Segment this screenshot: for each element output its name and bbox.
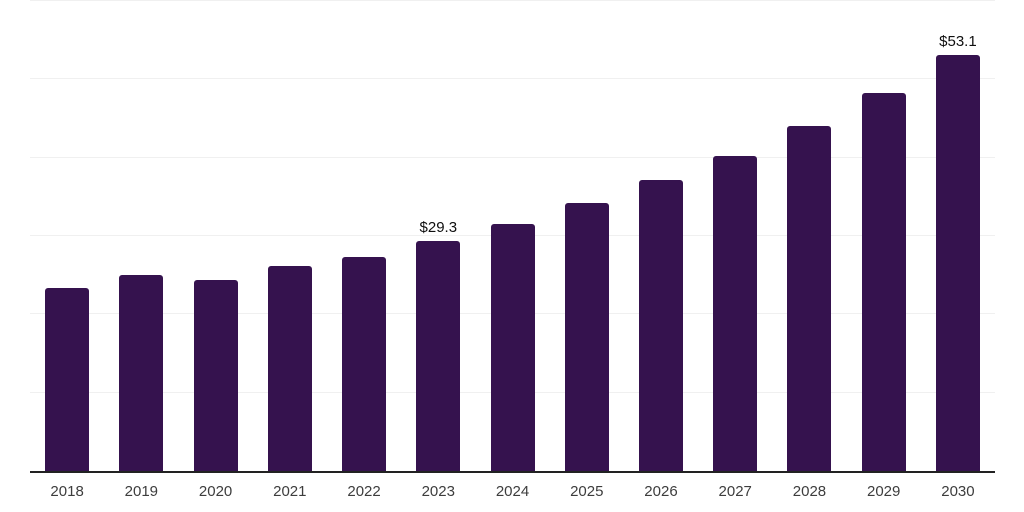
x-tick-label-2030: 2030 xyxy=(941,483,975,500)
x-tick-label-2022: 2022 xyxy=(347,483,381,500)
bar-group-2028 xyxy=(772,1,846,471)
x-axis-labels: 2018 2019 2020 2021 2022 2023 2024 2025 2026 2027… xyxy=(30,483,995,500)
x-tick-label-2019: 2019 xyxy=(124,483,159,500)
bar-2029 xyxy=(861,92,906,471)
bar-group-2027 xyxy=(698,1,772,471)
bar-group-2023: $29.3 xyxy=(401,1,475,471)
x-tick-label-2024: 2024 xyxy=(495,483,530,500)
bar-group-2025 xyxy=(550,1,624,471)
bar-2030: $53.1 xyxy=(935,33,980,471)
bar-group-2019 xyxy=(104,1,178,471)
x-tick-label-2018: 2018 xyxy=(50,483,84,500)
bar-group-2029 xyxy=(847,1,921,471)
bar-2019 xyxy=(119,275,164,471)
bar-2027 xyxy=(713,156,758,471)
bar-group-2020 xyxy=(178,1,252,471)
x-tick-label-2025: 2025 xyxy=(570,483,604,500)
bar-2021 xyxy=(267,265,312,471)
bar-2025 xyxy=(564,203,609,471)
value-label-2023: $29.3 xyxy=(419,219,458,237)
gridline-60 xyxy=(30,0,995,1)
bar-2023: $29.3 xyxy=(416,219,461,471)
gridline-50 xyxy=(30,78,995,80)
bar-2018 xyxy=(45,287,90,471)
bar-group-2022 xyxy=(327,1,401,471)
bar-2022 xyxy=(342,257,387,471)
x-tick-label-2023: 2023 xyxy=(421,483,455,500)
bars-row: $29.3 $53.1 xyxy=(30,1,995,471)
bar-2024 xyxy=(490,224,535,471)
x-tick-label-2029: 2029 xyxy=(867,483,901,500)
plot-area: $29.3 $53.1 xyxy=(30,0,995,473)
bar-2028 xyxy=(787,126,832,471)
x-tick-label-2028: 2028 xyxy=(792,483,827,500)
bar-group-2030: $53.1 xyxy=(921,1,995,471)
bar-group-2026 xyxy=(624,1,698,471)
x-tick-label-2026: 2026 xyxy=(644,483,678,500)
bar-group-2024 xyxy=(475,1,549,471)
x-tick-label-2020: 2020 xyxy=(198,483,233,500)
value-label-2030: $53.1 xyxy=(939,33,977,51)
bar-2026 xyxy=(638,180,683,471)
x-tick-label-2027: 2027 xyxy=(718,483,752,500)
bar-2020 xyxy=(193,279,238,471)
bar-group-2018 xyxy=(30,1,104,471)
gridline-40 xyxy=(30,156,995,158)
x-tick-label-2021: 2021 xyxy=(273,483,307,500)
bar-group-2021 xyxy=(253,1,327,471)
